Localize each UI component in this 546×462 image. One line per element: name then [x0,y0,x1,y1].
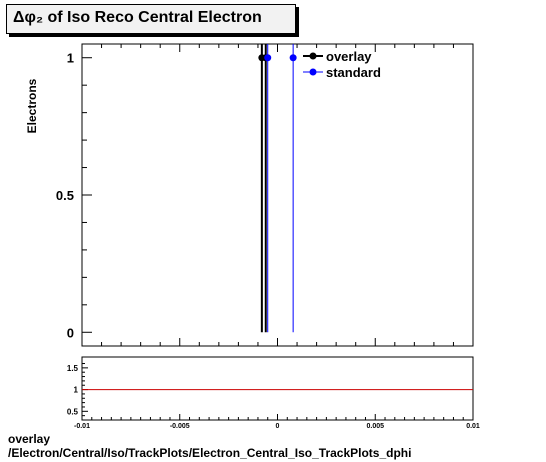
legend-marker-overlay [309,52,317,60]
ratio-plot-frame [81,356,474,421]
data-point-standard [264,54,272,62]
ratio-plot: -0.01 -0.005 0 0.005 0.01 0.5 1 1.5 [67,356,480,430]
y-tick-label: 0 [67,325,74,340]
y-axis-label: Electrons [25,78,39,133]
ratio-y-tick-label: 0.5 [67,407,79,416]
ratio-x-tick-label: 0 [276,423,280,430]
caption: overlay /Electron/Central/Iso/TrackPlots… [8,432,411,460]
ratio-y-tick-label: 1.5 [67,364,79,373]
caption-line1: overlay [8,432,51,446]
data-point-standard [289,54,297,62]
ratio-x-tick-label: 0.005 [366,423,384,430]
ratio-x-tick-label: 0.01 [466,423,480,430]
ratio-x-tick-label: -0.01 [74,423,90,430]
y-tick-label: 0.5 [56,188,74,203]
main-plot-frame [81,43,474,347]
caption-line2: /Electron/Central/Iso/TrackPlots/Electro… [8,446,412,460]
chart-title: Δφ₂ of Iso Reco Central Electron [13,9,262,26]
y-tick-label: 1 [67,51,74,66]
ratio-x-tick-label: -0.005 [170,423,190,430]
legend-marker-standard [309,68,317,76]
legend-label-standard: standard [326,65,381,80]
legend-label-overlay: overlay [326,49,372,64]
title-box: Δφ₂ of Iso Reco Central Electron [6,4,296,34]
ratio-y-tick-label: 1 [74,386,79,395]
